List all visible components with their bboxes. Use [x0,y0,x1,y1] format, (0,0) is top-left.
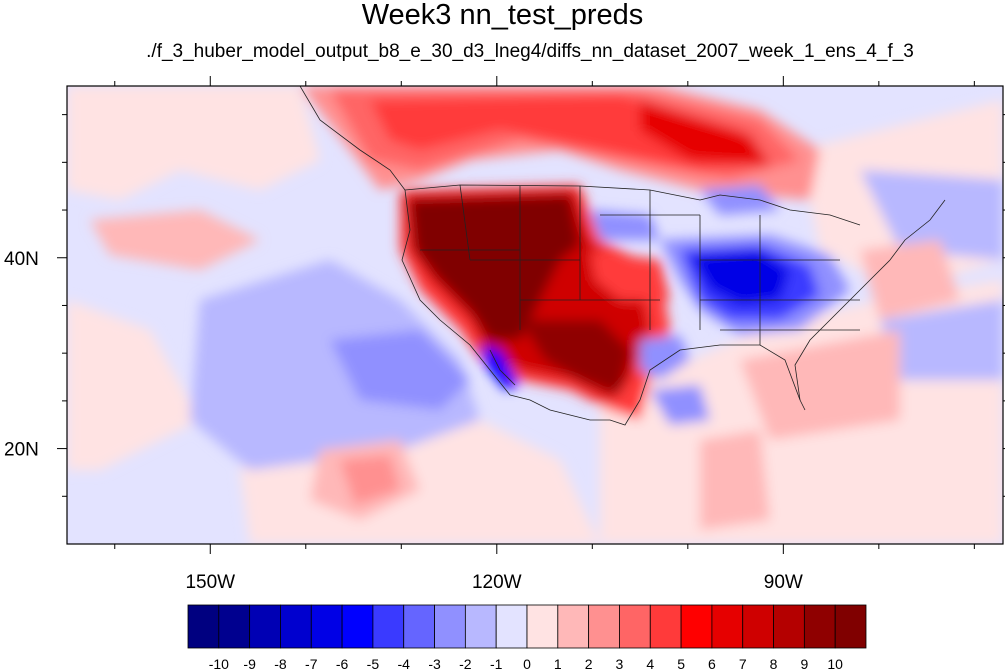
colorbar-swatch [711,604,744,649]
map-frame [66,85,1004,545]
colorbar-label: -7 [305,656,318,672]
colorbar-label: 4 [646,656,654,672]
colorbar-label: 10 [827,656,843,672]
colorbar-swatch [372,604,405,649]
colorbar-swatch [649,604,682,649]
colorbar-label: -5 [367,656,380,672]
colorbar-swatch [680,604,713,649]
colorbar-label: 2 [585,656,593,672]
colorbar-swatch [218,604,251,649]
map-title: Week3 nn_test_preds [361,0,644,31]
colorbar-label: 1 [554,656,562,672]
colorbar-swatch [310,604,343,649]
colorbar-swatch [773,604,805,649]
colorbar-label: 8 [770,656,778,672]
axis-ticks [57,76,1005,554]
map-subtitle: ./f_3_huber_model_output_b8_e_30_d3_lneg… [146,41,914,62]
colorbar-swatch [249,604,281,649]
colorbar-swatch [280,604,312,649]
colorbar-label: 7 [739,656,747,672]
axis-labels: 150W 120W 90W 40N 20N [4,249,803,593]
colorbar-swatch [803,604,836,649]
colorbar-swatch [526,604,559,649]
colorbar: -10 -9 -8 -7 -6 -5 -4 -3 -2 -1 0 1 2 3 4 5 6 7 8 9 10 [187,604,867,672]
lat-tick-label: 40N [4,249,39,270]
colorbar-swatch [557,604,590,649]
colorbar-swatch [464,604,497,649]
colorbar-label: -3 [428,656,441,672]
colorbar-swatch [495,604,528,649]
colorbar-swatch [588,604,620,649]
colorbar-swatch [403,604,435,649]
colorbar-label: 3 [616,656,624,672]
colorbar-swatch [834,604,867,649]
colorbar-label: 6 [708,656,716,672]
colorbar-label: -8 [274,656,287,672]
lon-tick-label: 150W [185,572,235,593]
coastline-lines [299,86,946,426]
lon-tick-label: 120W [472,572,522,593]
colorbar-swatch [742,604,774,649]
colorbar-label: -10 [209,656,229,672]
colorbar-label: 9 [800,656,808,672]
colorbar-label: -6 [336,656,349,672]
colorbar-label: 0 [523,656,531,672]
colorbar-label: -2 [459,656,472,672]
colorbar-swatch [341,604,374,649]
lon-tick-label: 90W [764,572,803,593]
colorbar-label: 5 [677,656,685,672]
colorbar-label: -1 [490,656,503,672]
colorbar-label: -4 [398,656,411,672]
anomaly-field [67,86,1003,544]
colorbar-swatch [434,604,466,649]
lat-tick-label: 20N [4,440,39,461]
colorbar-label: -9 [243,656,256,672]
colorbar-swatch [619,604,651,649]
colorbar-swatch [187,604,220,649]
